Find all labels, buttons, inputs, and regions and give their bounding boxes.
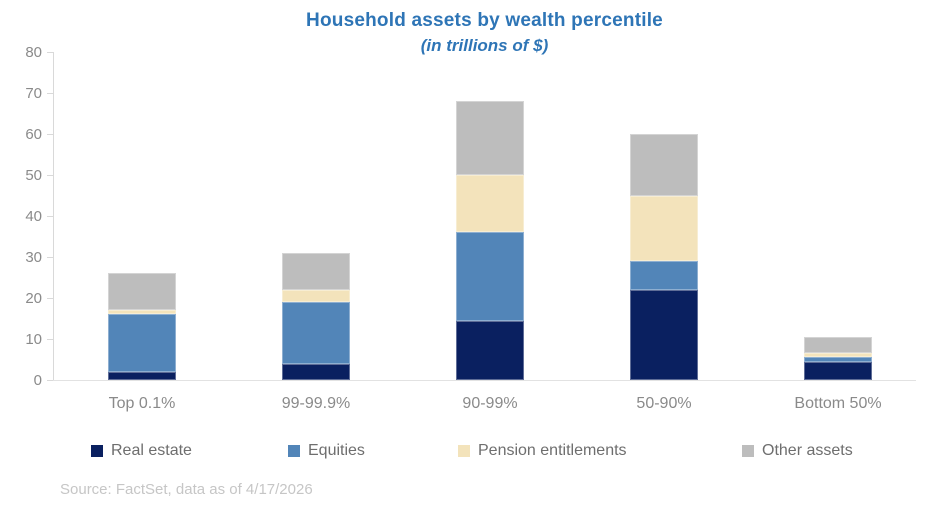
x-axis-label: 50-90% xyxy=(636,395,692,412)
bar xyxy=(108,273,176,380)
bar xyxy=(804,336,872,380)
y-tick-label: 30 xyxy=(25,249,42,266)
legend-item: Pension entitlements xyxy=(458,442,627,460)
legend-label: Pension entitlements xyxy=(478,442,627,459)
y-tick-mark xyxy=(47,257,53,258)
y-tick-label: 50 xyxy=(25,167,42,184)
legend-swatch xyxy=(288,445,300,457)
legend-label: Other assets xyxy=(762,442,853,459)
legend-item: Other assets xyxy=(742,442,853,460)
bar-segment xyxy=(456,175,524,233)
y-tick-label: 10 xyxy=(25,331,42,348)
legend-swatch xyxy=(458,445,470,457)
bar-segment xyxy=(108,310,176,315)
bar-segment xyxy=(108,371,176,380)
x-axis-label: Bottom 50% xyxy=(794,395,882,412)
bar-segment xyxy=(456,232,524,321)
legend-item: Real estate xyxy=(91,442,192,460)
bar-segment xyxy=(282,363,350,380)
bar-segment xyxy=(282,289,350,303)
x-axis-label: 90-99% xyxy=(462,395,518,412)
bar-segment xyxy=(456,101,524,176)
bar-segment xyxy=(804,357,872,362)
y-tick-label: 40 xyxy=(25,208,42,225)
y-tick-label: 60 xyxy=(25,126,42,143)
y-tick-mark xyxy=(47,93,53,94)
legend-label: Real estate xyxy=(111,442,192,459)
bar-segment xyxy=(630,195,698,262)
bar-segment xyxy=(630,134,698,196)
x-axis-label: Top 0.1% xyxy=(108,395,176,412)
y-tick-mark xyxy=(47,339,53,340)
bar-segment xyxy=(630,261,698,290)
bar xyxy=(282,252,350,380)
x-axis-line xyxy=(53,380,916,381)
y-tick-mark xyxy=(47,380,53,381)
bar-segment xyxy=(630,289,698,380)
bar-segment xyxy=(804,336,872,354)
bar-segment xyxy=(282,302,350,364)
bar-segment xyxy=(282,252,350,290)
y-tick-label: 80 xyxy=(25,44,42,61)
legend-swatch xyxy=(91,445,103,457)
y-tick-mark xyxy=(47,175,53,176)
legend-item: Equities xyxy=(288,442,365,460)
y-axis-line xyxy=(53,52,54,380)
y-tick-label: 20 xyxy=(25,290,42,307)
source-note: Source: FactSet, data as of 4/17/2026 xyxy=(60,481,313,498)
y-tick-label: 70 xyxy=(25,85,42,102)
y-tick-mark xyxy=(47,216,53,217)
bar xyxy=(630,134,698,380)
bar-segment xyxy=(804,361,872,380)
x-axis-label: 99-99.9% xyxy=(281,395,351,412)
y-tick-mark xyxy=(47,298,53,299)
chart-subtitle: (in trillions of $) xyxy=(420,36,549,55)
chart-title: Household assets by wealth percentile xyxy=(306,10,663,31)
y-tick-label: 0 xyxy=(33,372,42,389)
bar xyxy=(456,101,524,380)
bar-segment xyxy=(456,320,524,380)
bar-segment xyxy=(108,273,176,311)
y-tick-mark xyxy=(47,134,53,135)
bar-segment xyxy=(108,314,176,372)
bar-segment xyxy=(804,353,872,358)
y-tick-mark xyxy=(47,52,53,53)
legend-label: Equities xyxy=(308,442,365,459)
legend-swatch xyxy=(742,445,754,457)
